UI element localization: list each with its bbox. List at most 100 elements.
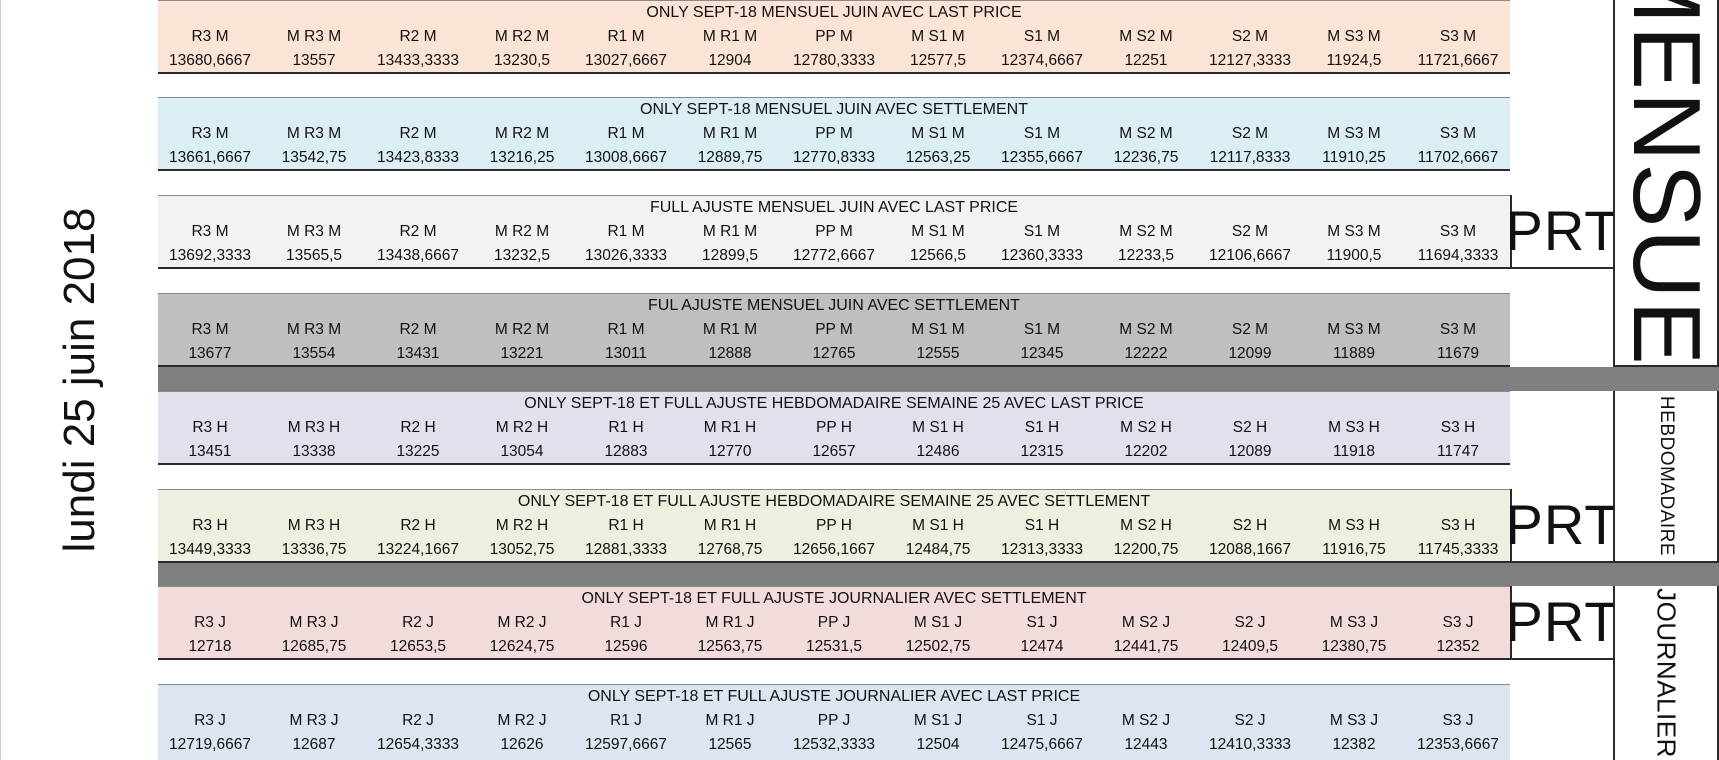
section-label-mensuel: MENSUEL [1613, 0, 1719, 367]
column-header: S3 J [1442, 712, 1474, 729]
column-header: M R3 H [287, 419, 341, 436]
column-header: M S3 J [1329, 712, 1379, 729]
column-header: PP H [816, 419, 852, 436]
value-cell: 12410,3333 [1209, 736, 1291, 753]
value-cell: 12597,6667 [585, 736, 667, 753]
column-header: R3 M [191, 125, 229, 142]
column-header: S3 M [1439, 321, 1477, 338]
value-cell: 13431 [396, 345, 440, 362]
column-header: M R2 H [495, 517, 549, 534]
value-cell: 13054 [500, 443, 544, 460]
pivot-table-mensuel-settlement: ONLY SEPT-18 MENSUEL JUIN AVEC SETTLEMEN… [158, 97, 1510, 171]
value-cell: 11694,3333 [1417, 247, 1499, 264]
value-cell: 12718 [188, 638, 232, 655]
value-cell: 12883 [604, 443, 648, 460]
column-header: R1 H [608, 419, 644, 436]
column-header: R2 J [402, 614, 434, 631]
column-header: M R1 M [702, 321, 758, 338]
pivot-table-journalier-last-price: ONLY SEPT-18 ET FULL AJUSTE JOURNALIER A… [158, 684, 1510, 760]
value-cell: 12719,6667 [169, 736, 251, 753]
column-header: M S1 M [911, 321, 965, 338]
value-cell: 12687 [292, 736, 336, 753]
column-header: S3 M [1439, 125, 1477, 142]
column-header: M R3 M [286, 321, 342, 338]
column-header: M R2 M [494, 28, 550, 45]
table-title: FULL AJUSTE MENSUEL JUIN AVEC LAST PRICE [649, 199, 1019, 216]
value-cell: 12685,75 [281, 638, 347, 655]
value-cell: 13557 [292, 52, 336, 69]
column-header: M R1 H [703, 419, 757, 436]
value-cell: 13680,6667 [169, 52, 251, 69]
value-cell: 12443 [1124, 736, 1168, 753]
pivot-table-hebdomadaire-settlement: ONLY SEPT-18 ET FULL AJUSTE HEBDOMADAIRE… [158, 489, 1510, 563]
section-label-hebdomadaire: HEBDOMADAIRE [1656, 395, 1677, 557]
prt-label-journalier: PRT [1506, 586, 1619, 660]
value-cell: 12502,75 [905, 638, 971, 655]
value-cell: 13433,3333 [377, 52, 459, 69]
column-header: R1 M [607, 28, 645, 45]
column-header: S2 J [1234, 614, 1266, 631]
value-cell: 13027,6667 [585, 52, 667, 69]
pivot-table-full-ajuste-mensuel-last-price: FULL AJUSTE MENSUEL JUIN AVEC LAST PRICE… [158, 195, 1510, 269]
column-header: R2 M [399, 28, 437, 45]
value-cell: 12106,6667 [1209, 247, 1291, 264]
value-cell: 12353,6667 [1417, 736, 1499, 753]
column-header: S1 J [1026, 712, 1058, 729]
table-value-row: 13451 13338 13225 13054 12883 12770 12657 12486… [158, 440, 1510, 464]
column-header: S1 J [1026, 614, 1058, 631]
column-header: M S1 M [911, 125, 965, 142]
table-value-row: 13680,6667 13557 13433,3333 13230,5 13027,66… [158, 49, 1510, 73]
value-cell: 12352 [1436, 638, 1480, 655]
value-cell: 12382 [1332, 736, 1376, 753]
column-header: R1 J [610, 614, 642, 631]
column-header: S2 M [1231, 223, 1269, 240]
table-header-row: R3 J M R3 J R2 J M R2 J R1 J M R1 J PP J M S1 J… [158, 709, 1510, 733]
column-header: S2 M [1231, 28, 1269, 45]
table-value-row: 12719,6667 12687 12654,3333 12626 12597,6667… [158, 733, 1510, 757]
table-value-row: 12718 12685,75 12653,5 12624,75 12596 12563,7… [158, 635, 1510, 659]
column-header: M R1 M [702, 125, 758, 142]
column-header: M S2 M [1119, 125, 1173, 142]
column-header: R2 M [399, 125, 437, 142]
value-cell: 13423,8333 [377, 149, 459, 166]
column-header: M S1 J [913, 614, 963, 631]
column-header: M S3 J [1329, 614, 1379, 631]
section-panel-mensuel: MENSUEL [1613, 0, 1719, 367]
column-header: M R2 J [497, 712, 547, 729]
value-cell: 12577,5 [909, 52, 967, 69]
column-header: M R1 M [702, 223, 758, 240]
value-cell: 11918 [1333, 443, 1375, 460]
table-header-row: R3 H M R3 H R2 H M R2 H R1 H M R1 H PP H M S1 H… [158, 416, 1510, 440]
section-panel-hebdomadaire: HEBDOMADAIRE [1613, 391, 1719, 563]
column-header: R2 H [400, 517, 436, 534]
value-cell: 11889 [1333, 345, 1375, 362]
column-header: M R2 M [494, 223, 550, 240]
value-cell: 13677 [188, 345, 232, 362]
column-header: PP M [815, 28, 853, 45]
column-header: M R3 H [287, 517, 341, 534]
column-header: M R3 M [286, 223, 342, 240]
value-cell: 13225 [396, 443, 440, 460]
pivot-table-mensuel-last-price: ONLY SEPT-18 MENSUEL JUIN AVEC LAST PRIC… [158, 0, 1510, 74]
table-header-row: R3 M M R3 M R2 M M R2 M R1 M M R1 M PP M M S1 M… [158, 318, 1510, 342]
column-header: M S2 M [1119, 223, 1173, 240]
column-header: M S2 J [1121, 614, 1171, 631]
column-header: S1 H [1024, 419, 1060, 436]
column-header: S3 M [1439, 223, 1477, 240]
column-header: R3 M [191, 28, 229, 45]
value-cell: 12202 [1124, 443, 1168, 460]
value-cell: 13554 [292, 345, 336, 362]
table-title: ONLY SEPT-18 ET FULL AJUSTE JOURNALIER A… [581, 590, 1087, 607]
column-header: S3 H [1440, 419, 1476, 436]
column-header: S2 H [1232, 419, 1268, 436]
column-header: PP M [815, 321, 853, 338]
column-header: R2 J [402, 712, 434, 729]
value-cell: 11924,5 [1326, 52, 1382, 69]
column-header: M S2 M [1119, 28, 1173, 45]
column-header: M S3 M [1327, 125, 1381, 142]
table-title: ONLY SEPT-18 MENSUEL JUIN AVEC SETTLEMEN… [640, 101, 1028, 118]
column-header: R2 H [400, 419, 436, 436]
pivot-table-journalier-settlement: ONLY SEPT-18 ET FULL AJUSTE JOURNALIER A… [158, 586, 1510, 660]
prt-label-mensuel: PRT [1506, 195, 1619, 269]
value-cell: 12596 [604, 638, 648, 655]
